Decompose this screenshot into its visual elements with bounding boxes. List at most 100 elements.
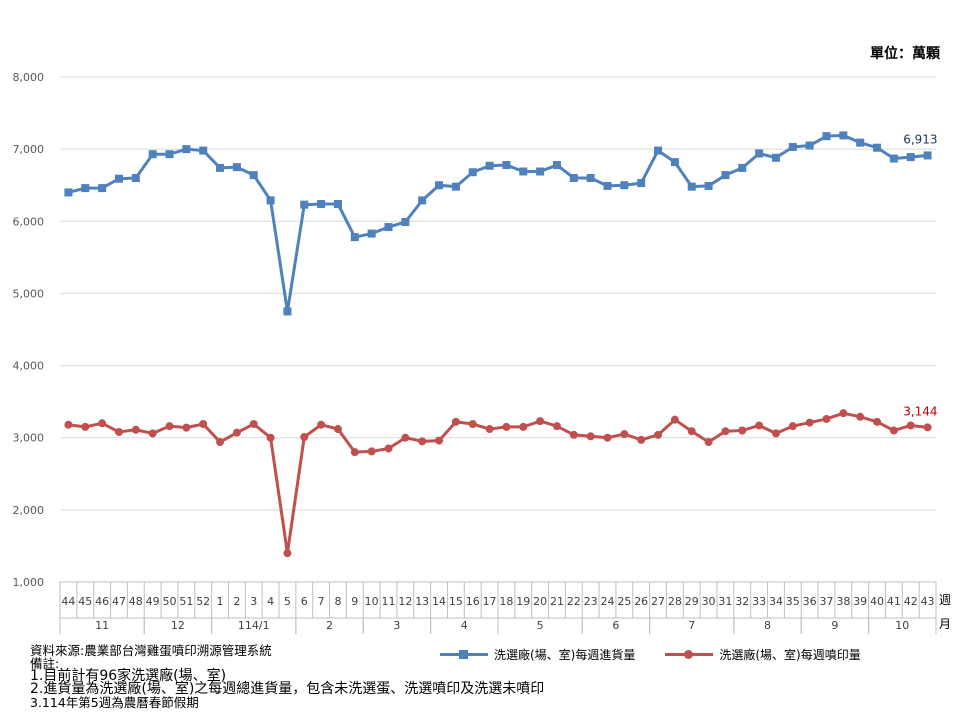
data-point — [923, 151, 932, 160]
data-point — [468, 168, 477, 177]
x-tick-label: 4 — [267, 595, 274, 608]
x-tick-label: 23 — [584, 595, 598, 608]
data-point — [114, 427, 123, 436]
x-tick-label: 1 — [217, 595, 224, 608]
legend-label-printed: 洗選廠(場、室)每週噴印量 — [719, 648, 861, 662]
data-point — [418, 437, 427, 446]
data-point — [182, 145, 191, 154]
data-point — [755, 421, 764, 430]
note-3: 3.114年第5週為農曆春節假期 — [30, 695, 199, 710]
x-tick-label: 44 — [61, 595, 75, 608]
x-tick-label: 43 — [921, 595, 935, 608]
x-tick-label: 5 — [284, 595, 291, 608]
data-point — [519, 422, 528, 431]
x-tick-label: 3 — [250, 595, 257, 608]
x-tick-label: 9 — [351, 595, 358, 608]
data-point — [266, 196, 275, 205]
x-tick-label: 13 — [415, 595, 429, 608]
data-point — [839, 131, 848, 140]
month-label: 9 — [831, 619, 838, 632]
data-point — [350, 233, 359, 242]
data-point — [704, 438, 713, 447]
data-point — [687, 427, 696, 436]
x-tick-label: 16 — [466, 595, 480, 608]
data-point — [670, 158, 679, 167]
data-point — [771, 429, 780, 438]
data-point — [788, 422, 797, 431]
data-point — [856, 412, 865, 421]
data-point — [232, 428, 241, 437]
series-layer: 6,913 3,144 — [64, 131, 938, 558]
data-point — [81, 422, 90, 431]
data-point — [367, 447, 376, 456]
data-point — [266, 433, 275, 442]
data-point — [418, 196, 427, 205]
series-line — [68, 133, 928, 313]
y-tick-label: 5,000 — [13, 287, 45, 300]
x-tick-label: 40 — [870, 595, 884, 608]
data-point — [654, 146, 663, 155]
x-tick-label: 28 — [668, 595, 682, 608]
data-point — [148, 429, 157, 438]
data-point — [620, 181, 629, 190]
x-tick-label: 42 — [904, 595, 918, 608]
data-point — [822, 132, 831, 141]
x-tick-label: 33 — [752, 595, 766, 608]
y-tick-label: 8,000 — [13, 71, 45, 84]
x-tick-label: 11 — [382, 595, 396, 608]
data-label: 6,913 — [903, 132, 937, 146]
y-tick-label: 3,000 — [13, 432, 45, 445]
x-tick-label: 24 — [601, 595, 615, 608]
notes: 資料來源:農業部台灣雞蛋噴印溯源管理系統 備註: 1.目前計有96家洗選廠(場、… — [30, 644, 544, 709]
data-point — [216, 438, 225, 447]
data-point — [384, 444, 393, 453]
data-point — [873, 417, 882, 426]
x-tick-label: 15 — [449, 595, 463, 608]
data-point — [569, 430, 578, 439]
data-point — [923, 423, 932, 432]
legend-item-printed: 洗選廠(場、室)每週噴印量 — [665, 646, 861, 663]
data-point — [771, 153, 780, 162]
data-point — [637, 435, 646, 444]
legend: 洗選廠(場、室)每週進貨量 洗選廠(場、室)每週噴印量 — [440, 646, 891, 663]
source-note: 資料來源:農業部台灣雞蛋噴印溯源管理系統 — [30, 643, 272, 658]
month-label: 11 — [95, 619, 109, 632]
data-point — [519, 167, 528, 176]
x-tick-label: 51 — [179, 595, 193, 608]
y-tick-label: 2,000 — [13, 504, 45, 517]
month-label: 7 — [688, 619, 695, 632]
data-point — [333, 425, 342, 434]
x-tick-label: 38 — [836, 595, 850, 608]
data-point — [199, 420, 208, 429]
x-tick-label: 46 — [95, 595, 109, 608]
data-point — [182, 423, 191, 432]
data-point — [889, 154, 898, 163]
x-tick-label: 18 — [499, 595, 513, 608]
data-point — [536, 167, 545, 176]
data-point — [114, 174, 123, 183]
unit-label: 單位：萬顆 — [870, 46, 940, 62]
data-point — [64, 188, 73, 197]
y-tick-label: 7,000 — [13, 143, 45, 156]
data-point — [249, 171, 258, 180]
legend-label-intake: 洗選廠(場、室)每週進貨量 — [494, 648, 636, 662]
data-point — [502, 422, 511, 431]
x-tick-label: 31 — [718, 595, 732, 608]
data-point — [721, 171, 730, 180]
series-line — [68, 411, 928, 555]
remarks-title: 備註: — [30, 656, 60, 671]
note-1: 1.目前計有96家洗選廠(場、室) — [30, 668, 227, 684]
data-point — [131, 174, 140, 182]
x-tick-label: 14 — [432, 595, 446, 608]
x-tick-label: 49 — [146, 595, 160, 608]
data-point — [350, 448, 359, 457]
data-point — [485, 161, 494, 170]
x-tick-label: 6 — [301, 595, 308, 608]
data-point — [81, 184, 90, 193]
x-tick-label: 7 — [318, 595, 325, 608]
x-tick-label: 39 — [853, 595, 867, 608]
data-point — [165, 422, 174, 431]
y-axis: 1,000 2,000 3,000 4,000 5,000 6,000 7,000 8,000 — [13, 71, 45, 589]
x-tick-label: 21 — [550, 595, 564, 608]
